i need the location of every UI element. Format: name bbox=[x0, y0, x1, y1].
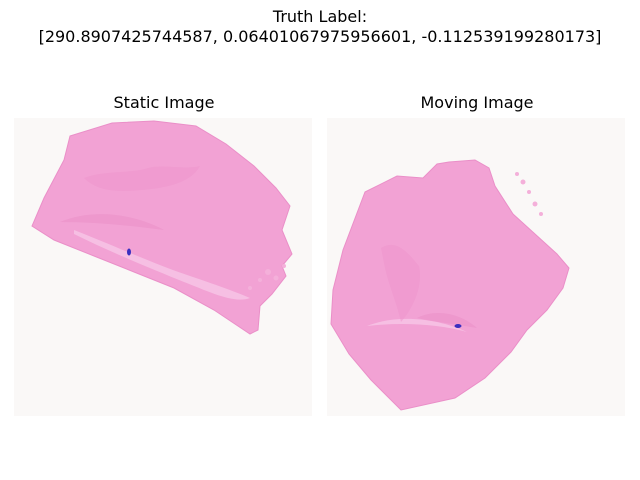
static-tissue-fragments bbox=[248, 264, 286, 290]
moving-tissue-image bbox=[327, 118, 625, 416]
static-ink-mark bbox=[127, 248, 131, 256]
static-tissue-fold bbox=[74, 230, 250, 300]
static-tissue-image bbox=[14, 118, 312, 416]
moving-tissue-gyrus bbox=[381, 244, 421, 322]
moving-tissue-section bbox=[330, 159, 570, 411]
static-image-panel bbox=[14, 118, 312, 416]
moving-ink-mark bbox=[454, 324, 462, 328]
figure-title-line-2: [290.8907425744587, 0.06401067975956601,… bbox=[38, 27, 602, 46]
moving-image-title: Moving Image bbox=[420, 93, 534, 112]
moving-tissue-band bbox=[417, 313, 477, 328]
static-image-title: Static Image bbox=[113, 93, 215, 112]
static-tissue-section bbox=[31, 120, 293, 335]
static-tissue-gyrus bbox=[84, 166, 200, 191]
moving-tissue-fragments bbox=[515, 172, 543, 216]
figure-title-line-1: Truth Label: bbox=[272, 7, 368, 26]
static-tissue-band bbox=[60, 214, 164, 230]
moving-image-panel bbox=[327, 118, 625, 416]
figure-title: Truth Label: [290.8907425744587, 0.06401… bbox=[0, 7, 640, 47]
moving-tissue-fold bbox=[367, 318, 467, 332]
